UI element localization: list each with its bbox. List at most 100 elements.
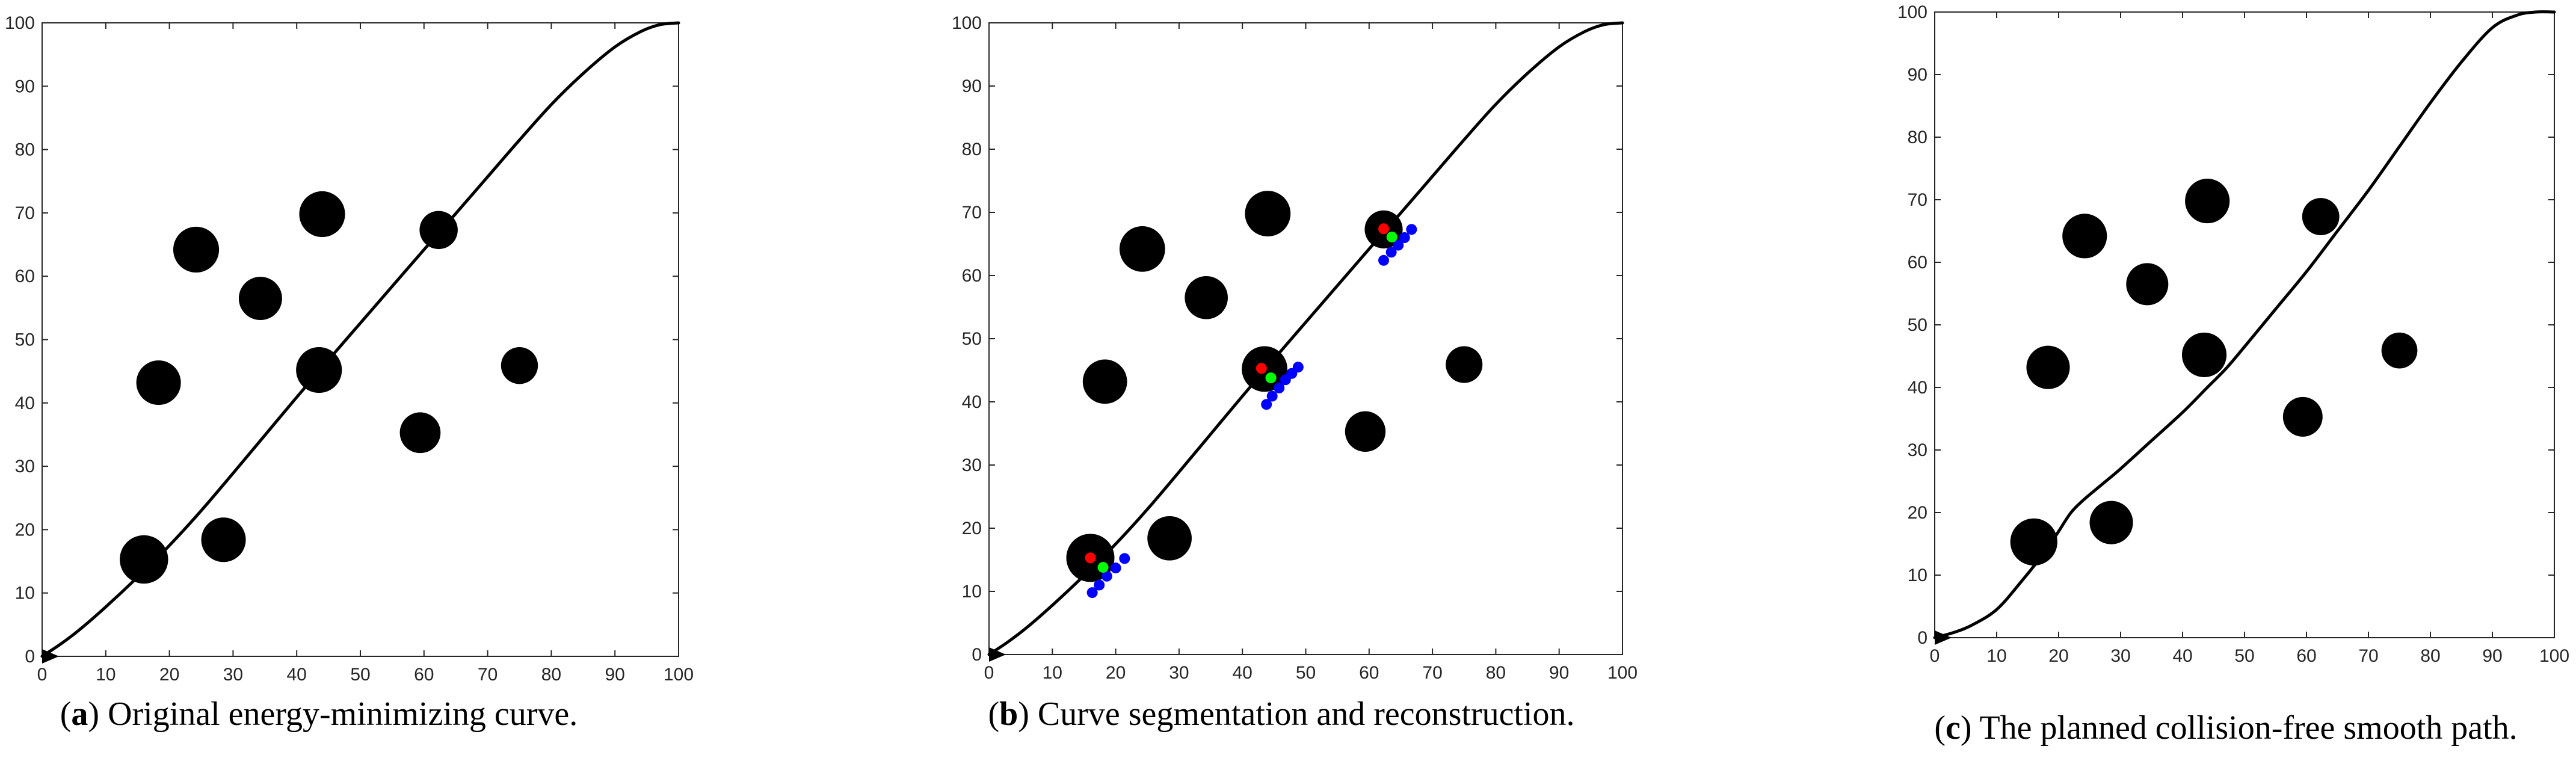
- x-tick-label: 60: [1359, 663, 1379, 683]
- marker-point: [1378, 223, 1390, 235]
- marker-point: [1399, 232, 1410, 243]
- obstacle: [399, 412, 441, 454]
- y-tick-label: 40: [962, 392, 982, 412]
- caption-letter: c: [1946, 709, 1961, 747]
- start-marker: [989, 647, 1006, 662]
- marker-point: [1266, 390, 1278, 402]
- obstacle: [136, 360, 181, 405]
- x-tick-label: 30: [2110, 646, 2130, 666]
- obstacle: [2062, 214, 2107, 259]
- y-tick-label: 60: [1908, 253, 1927, 273]
- x-tick-label: 70: [2358, 646, 2378, 666]
- x-tick-label: 10: [1986, 646, 2006, 666]
- marker-point: [1085, 552, 1096, 564]
- marker-point: [1086, 587, 1098, 599]
- panel-b: 0 10 20 30 40 50 60 70 80 90 100 0 10 20 30 40 50 60 70 80 9…: [952, 13, 1638, 733]
- y-tick-label: 30: [962, 455, 982, 475]
- y-tick-label: 20: [15, 520, 35, 540]
- caption-a: (a) Original energy-minimizing curve.: [60, 695, 578, 733]
- y-tick-label: 90: [15, 76, 35, 96]
- start-marker: [42, 649, 59, 664]
- x-tick-label: 80: [2420, 646, 2440, 666]
- caption-b: (b) Curve segmentation and reconstructio…: [988, 695, 1574, 733]
- marker-point: [1265, 372, 1277, 384]
- x-tick-label: 50: [350, 665, 370, 685]
- y-tick-label: 10: [15, 584, 35, 603]
- y-tick-label: 30: [1908, 440, 1927, 460]
- caption-open-paren: (: [1934, 709, 1946, 747]
- y-tick-label: 50: [1908, 315, 1927, 335]
- y-tick-label: 40: [1908, 378, 1927, 398]
- obstacle: [2026, 345, 2070, 389]
- curve-series: [1933, 10, 2556, 639]
- x-tick-label: 0: [1930, 646, 1940, 666]
- x-tick-label: 80: [541, 665, 561, 685]
- caption-close-paren: ): [1018, 695, 1029, 733]
- y-tick-label: 80: [15, 140, 35, 160]
- caption-text: Original energy-minimizing curve.: [99, 695, 578, 733]
- x-tick-label: 40: [287, 665, 307, 685]
- y-tick-label: 10: [962, 582, 982, 602]
- marker-point: [1292, 362, 1304, 373]
- x-tick-label: 30: [223, 665, 243, 685]
- y-tick-label: 60: [15, 267, 35, 286]
- obstacle: [173, 226, 220, 273]
- panel-c: 0 10 20 30 40 50 60 70 80 90 100 0 10 20 30 40 50 60 70 80 9…: [1897, 2, 2569, 747]
- caption-open-paren: (: [988, 695, 999, 733]
- x-tick-label: 40: [1233, 663, 1253, 683]
- start-marker: [1935, 630, 1952, 645]
- x-tick-label: 70: [1422, 663, 1442, 683]
- x-tick-label: 90: [605, 665, 625, 685]
- y-tick-label: 100: [1897, 2, 1927, 22]
- marker-point: [1097, 562, 1109, 573]
- marker-point: [1386, 231, 1397, 242]
- curve-series: [987, 21, 1624, 656]
- obstacle: [2126, 263, 2169, 306]
- y-tick-label: 50: [962, 329, 982, 349]
- marker-point: [1406, 224, 1417, 235]
- marker-point: [1378, 254, 1390, 266]
- y-tick-label: 10: [1908, 565, 1927, 585]
- obstacle: [1345, 411, 1386, 452]
- y-tick-label: 80: [1908, 128, 1927, 147]
- x-tick-label: 10: [96, 665, 116, 685]
- marker-point: [1094, 579, 1105, 591]
- caption-text: The planned collision-free smooth path.: [1971, 709, 2517, 747]
- curve-series: [40, 21, 680, 658]
- obstacle: [1446, 346, 1483, 383]
- y-tick-label: 30: [15, 457, 35, 476]
- x-tick-label: 0: [984, 663, 994, 683]
- x-tick-label: 10: [1043, 663, 1062, 683]
- y-tick-label: 70: [15, 203, 35, 223]
- marker-point: [1110, 562, 1121, 574]
- y-tick-label: 0: [972, 645, 982, 665]
- y-tick-label: 90: [962, 76, 982, 96]
- obstacle: [1119, 226, 1165, 272]
- y-tick-label: 70: [1908, 190, 1927, 210]
- panel-a: 0 10 20 30 40 50 60 70 80 90 100 0 10 20 30 40 50 60 70 80 9…: [5, 13, 694, 733]
- y-tick-label: 60: [962, 266, 982, 286]
- x-tick-label: 50: [2234, 646, 2254, 666]
- marker-point: [1385, 247, 1397, 258]
- y-tick-label: 100: [5, 13, 35, 33]
- x-tick-label: 20: [2048, 646, 2068, 666]
- y-tick-label: 40: [15, 393, 35, 413]
- x-tick-label: 80: [1486, 663, 1506, 683]
- obstacle: [2089, 501, 2133, 544]
- y-tick-label: 70: [962, 203, 982, 223]
- obstacle: [501, 347, 538, 384]
- x-tick-label: 40: [2172, 646, 2192, 666]
- caption-letter: a: [71, 695, 88, 733]
- y-tick-label: 80: [962, 140, 982, 159]
- obstacle: [238, 277, 282, 321]
- caption-text: Curve segmentation and reconstruction.: [1029, 695, 1575, 733]
- x-tick-label: 50: [1296, 663, 1316, 683]
- obstacle: [2282, 396, 2323, 437]
- x-tick-label: 70: [478, 665, 498, 685]
- marker-point: [1101, 570, 1112, 582]
- x-tick-label: 60: [414, 665, 434, 685]
- x-tick-label: 20: [159, 665, 179, 685]
- panels: 0 10 20 30 40 50 60 70 80 90 100010203040506070809…: [5, 2, 2569, 747]
- x-tick-label: 90: [1549, 663, 1569, 683]
